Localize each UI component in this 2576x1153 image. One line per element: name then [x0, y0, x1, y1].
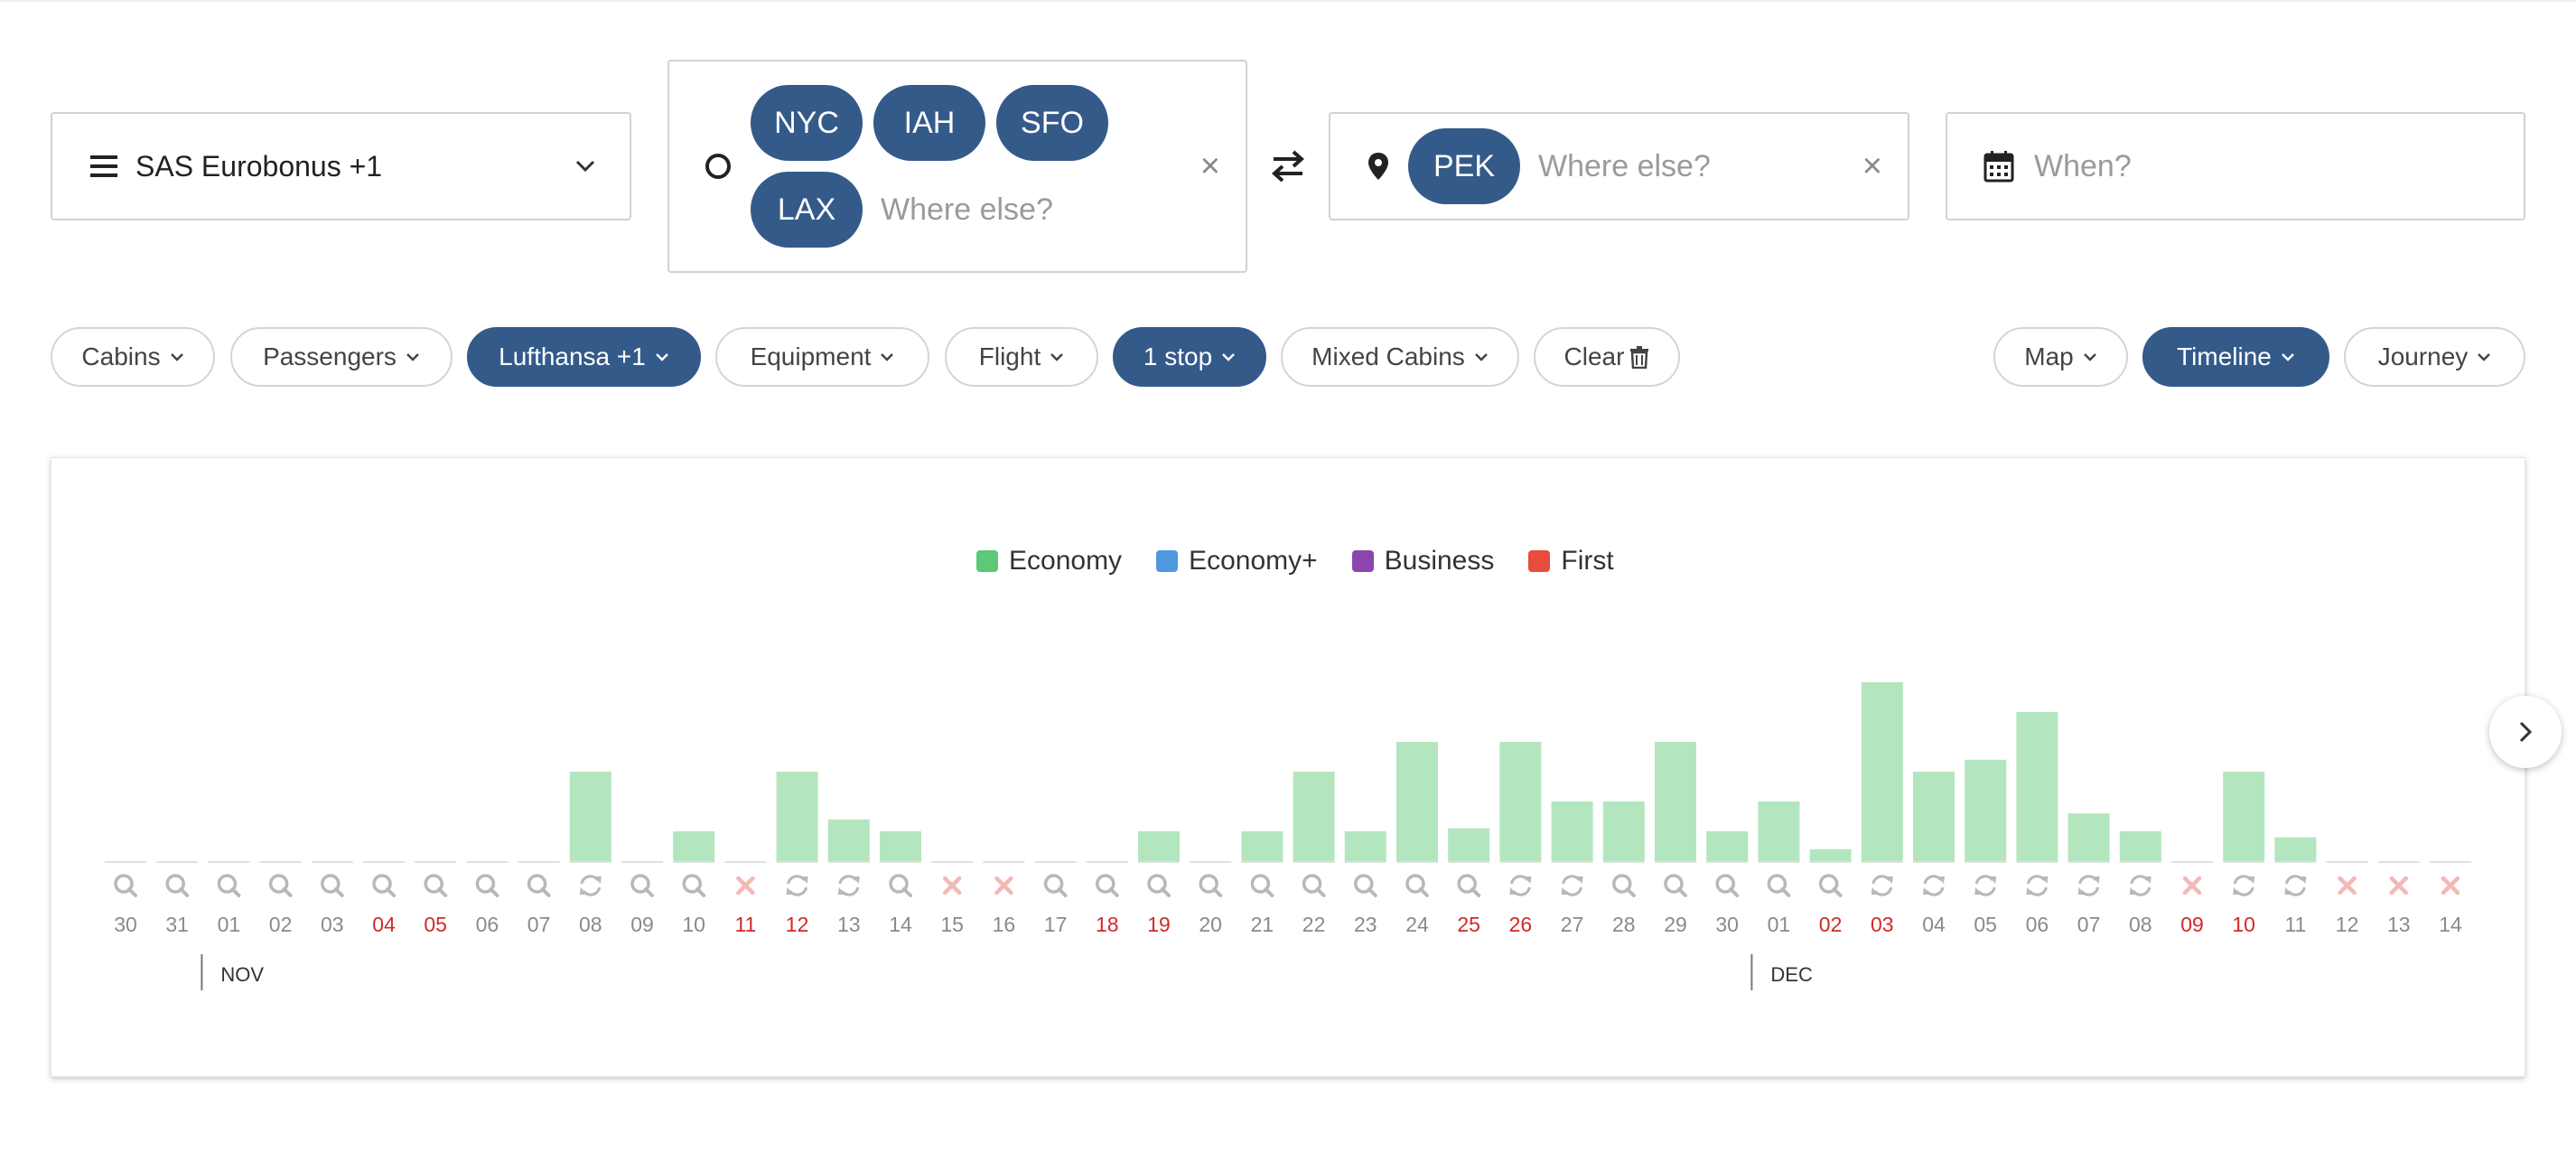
view-journey[interactable]: Journey: [2344, 327, 2525, 387]
legend-swatch: [1351, 550, 1374, 572]
chevron-down-icon: [881, 353, 894, 361]
legend-swatch: [976, 550, 998, 572]
chevron-down-icon: [575, 160, 595, 173]
legend-swatch: [1156, 550, 1179, 572]
chevron-right-icon: [2519, 721, 2532, 743]
map-pin-icon: [1368, 153, 1388, 180]
legend-label: Economy+: [1189, 546, 1318, 576]
filter-equipment[interactable]: Equipment: [715, 327, 929, 387]
legend-label: Business: [1384, 546, 1495, 576]
clear-filters-button[interactable]: Clear: [1534, 327, 1680, 387]
filter-airline[interactable]: Lufthansa +1: [467, 327, 701, 387]
chevron-down-icon: [655, 353, 668, 361]
filter-label: Passengers: [263, 342, 397, 370]
chevron-down-icon: [170, 353, 183, 361]
trash-icon: [1630, 346, 1649, 369]
next-page-button[interactable]: [2489, 696, 2562, 768]
legend-item-business[interactable]: Business: [1351, 546, 1495, 576]
filter-stops[interactable]: 1 stop: [1113, 327, 1266, 387]
legend-swatch: [1528, 550, 1551, 572]
filter-label: Mixed Cabins: [1311, 342, 1465, 370]
program-select[interactable]: SAS Eurobonus +1: [51, 112, 631, 220]
chevron-down-icon: [1474, 353, 1488, 361]
legend-item-first[interactable]: First: [1528, 546, 1614, 576]
legend-item-economy[interactable]: Economy: [976, 546, 1122, 576]
chevron-down-icon: [1222, 353, 1236, 361]
filter-label: Equipment: [750, 342, 872, 370]
view-timeline[interactable]: Timeline: [2142, 327, 2329, 387]
view-label: Map: [2024, 342, 2074, 370]
origin-input[interactable]: Where else?: [881, 192, 1053, 227]
clear-origin-icon[interactable]: ×: [1199, 147, 1220, 185]
clear-label: Clear: [1563, 342, 1625, 370]
view-label: Timeline: [2177, 342, 2272, 370]
filter-label: Flight: [978, 342, 1041, 370]
chevron-down-icon: [406, 353, 419, 361]
clear-destination-icon[interactable]: ×: [1862, 147, 1882, 185]
filter-label: Lufthansa +1: [499, 342, 646, 370]
filter-label: Cabins: [81, 342, 161, 370]
date-input[interactable]: When?: [2034, 148, 2132, 183]
program-label: SAS Eurobonus +1: [135, 149, 383, 183]
filter-flight[interactable]: Flight: [945, 327, 1098, 387]
chevron-down-icon: [2083, 353, 2096, 361]
origin-field[interactable]: NYC IAH SFO LAX Where else? ×: [667, 60, 1247, 273]
origin-chip[interactable]: SFO: [996, 85, 1108, 161]
destination-input[interactable]: Where else?: [1538, 148, 1711, 183]
date-field[interactable]: When?: [1946, 112, 2525, 220]
swap-icon[interactable]: [1270, 146, 1306, 186]
view-map[interactable]: Map: [1993, 327, 2128, 387]
origin-chip[interactable]: NYC: [751, 85, 863, 161]
view-label: Journey: [2377, 342, 2469, 370]
destination-field[interactable]: PEK Where else? ×: [1329, 112, 1909, 220]
filter-cabins[interactable]: Cabins: [51, 327, 215, 387]
origin-circle-icon: [705, 154, 731, 179]
legend-label: Economy: [1009, 546, 1123, 576]
origin-chip[interactable]: LAX: [751, 172, 863, 248]
filter-mixed-cabins[interactable]: Mixed Cabins: [1281, 327, 1519, 387]
destination-chip[interactable]: PEK: [1408, 128, 1520, 204]
chevron-down-icon: [1050, 353, 1064, 361]
calendar-icon: [1983, 151, 2014, 183]
top-border: [0, 0, 2576, 2]
filter-label: 1 stop: [1143, 342, 1213, 370]
origin-chip[interactable]: IAH: [873, 85, 985, 161]
legend-item-economy-plus[interactable]: Economy+: [1156, 546, 1318, 576]
timeline-card: [51, 457, 2525, 1077]
legend-label: First: [1561, 546, 1614, 576]
filter-passengers[interactable]: Passengers: [230, 327, 453, 387]
menu-icon: [90, 155, 117, 177]
chevron-down-icon: [2282, 353, 2294, 361]
chevron-down-icon: [2478, 353, 2491, 361]
origin-chips: NYC IAH SFO LAX Where else?: [751, 85, 1175, 248]
chart-legend: Economy Economy+ Business First: [976, 546, 1614, 576]
